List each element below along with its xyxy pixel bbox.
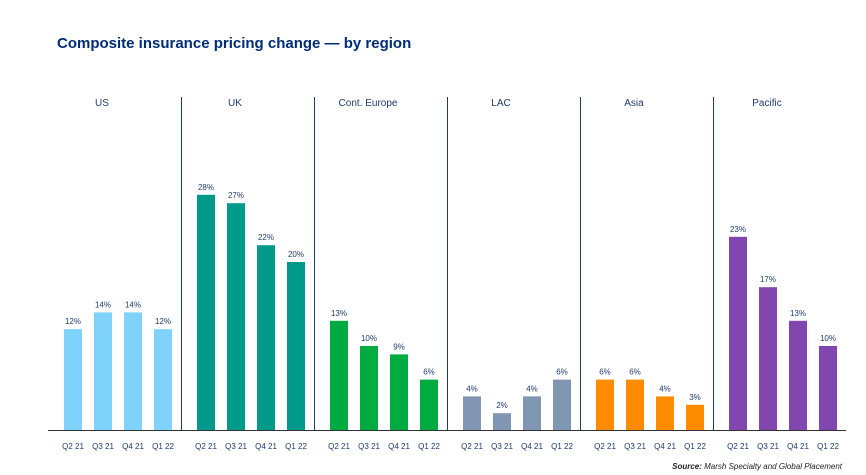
x-tick-label: Q3 21 bbox=[358, 442, 380, 451]
x-tick-label: Q3 21 bbox=[92, 442, 114, 451]
data-label: 23% bbox=[730, 225, 746, 234]
source-label: Source: bbox=[672, 462, 702, 471]
x-tick-label: Q3 21 bbox=[757, 442, 779, 451]
data-label: 14% bbox=[125, 300, 141, 309]
chart-title: Composite insurance pricing change — by … bbox=[57, 35, 412, 52]
region-label-lac: LAC bbox=[491, 98, 510, 109]
x-tick-label: Q2 21 bbox=[195, 442, 217, 451]
x-tick-label: Q4 21 bbox=[122, 442, 144, 451]
x-tick-label: Q2 21 bbox=[62, 442, 84, 451]
bar-lac-4 bbox=[553, 379, 571, 430]
data-label: 13% bbox=[331, 309, 347, 318]
bar-asia-3 bbox=[656, 396, 674, 430]
x-tick-label: Q4 21 bbox=[787, 442, 809, 451]
x-tick-label: Q3 21 bbox=[624, 442, 646, 451]
bar-us-2 bbox=[94, 312, 112, 430]
x-tick-label: Q1 22 bbox=[817, 442, 839, 451]
data-label: 22% bbox=[258, 233, 274, 242]
bar-asia-2 bbox=[626, 379, 644, 430]
region-label-us: US bbox=[95, 98, 109, 109]
region-label-uk: UK bbox=[228, 98, 242, 109]
x-tick-label: Q2 21 bbox=[461, 442, 483, 451]
x-tick-label: Q4 21 bbox=[388, 442, 410, 451]
bar-asia-4 bbox=[686, 404, 704, 430]
bar-pacific-4 bbox=[819, 346, 837, 430]
x-tick-label: Q1 22 bbox=[418, 442, 440, 451]
x-tick-label: Q1 22 bbox=[684, 442, 706, 451]
data-label: 20% bbox=[288, 250, 304, 259]
bar-cont-europe-4 bbox=[420, 379, 438, 430]
region-label-asia: Asia bbox=[624, 98, 644, 109]
bar-lac-1 bbox=[463, 396, 481, 430]
data-label: 13% bbox=[790, 309, 806, 318]
x-tick-label: Q4 21 bbox=[654, 442, 676, 451]
data-label: 4% bbox=[466, 384, 478, 393]
bar-us-4 bbox=[154, 329, 172, 430]
bar-cont-europe-1 bbox=[330, 320, 348, 430]
bar-uk-3 bbox=[257, 245, 275, 430]
bar-lac-3 bbox=[523, 396, 541, 430]
bar-cont-europe-2 bbox=[360, 346, 378, 430]
bar-pacific-3 bbox=[789, 320, 807, 430]
bar-us-3 bbox=[124, 312, 142, 430]
x-tick-label: Q4 21 bbox=[521, 442, 543, 451]
x-tick-label: Q4 21 bbox=[255, 442, 277, 451]
data-label: 3% bbox=[689, 393, 701, 402]
data-label: 10% bbox=[361, 334, 377, 343]
region-label-pacific: Pacific bbox=[752, 98, 781, 109]
x-tick-label: Q2 21 bbox=[328, 442, 350, 451]
bar-lac-2 bbox=[493, 413, 511, 430]
data-label: 6% bbox=[556, 368, 568, 377]
data-label: 17% bbox=[760, 275, 776, 284]
data-label: 4% bbox=[526, 384, 538, 393]
data-label: 28% bbox=[198, 183, 214, 192]
bar-pacific-1 bbox=[729, 236, 747, 430]
x-tick-label: Q1 22 bbox=[551, 442, 573, 451]
data-label: 12% bbox=[65, 317, 81, 326]
data-label: 14% bbox=[95, 300, 111, 309]
source-text: Marsh Specialty and Global Placement bbox=[704, 462, 842, 471]
bar-pacific-2 bbox=[759, 287, 777, 430]
bar-uk-4 bbox=[287, 262, 305, 430]
data-label: 27% bbox=[228, 191, 244, 200]
x-tick-label: Q3 21 bbox=[491, 442, 513, 451]
x-tick-label: Q1 22 bbox=[152, 442, 174, 451]
data-label: 10% bbox=[820, 334, 836, 343]
bar-uk-1 bbox=[197, 194, 215, 430]
data-label: 4% bbox=[659, 384, 671, 393]
bar-asia-1 bbox=[596, 379, 614, 430]
bar-us-1 bbox=[64, 329, 82, 430]
x-tick-label: Q3 21 bbox=[225, 442, 247, 451]
x-tick-label: Q2 21 bbox=[727, 442, 749, 451]
data-label: 6% bbox=[629, 368, 641, 377]
data-label: 9% bbox=[393, 342, 405, 351]
data-label: 6% bbox=[599, 368, 611, 377]
data-label: 2% bbox=[496, 401, 508, 410]
bar-cont-europe-3 bbox=[390, 354, 408, 430]
region-label-cont-europe: Cont. Europe bbox=[339, 98, 398, 109]
bar-uk-2 bbox=[227, 203, 245, 430]
x-tick-label: Q2 21 bbox=[594, 442, 616, 451]
data-label: 12% bbox=[155, 317, 171, 326]
data-label: 6% bbox=[423, 368, 435, 377]
source-note: Source: Marsh Specialty and Global Place… bbox=[672, 462, 842, 471]
x-tick-label: Q1 22 bbox=[285, 442, 307, 451]
